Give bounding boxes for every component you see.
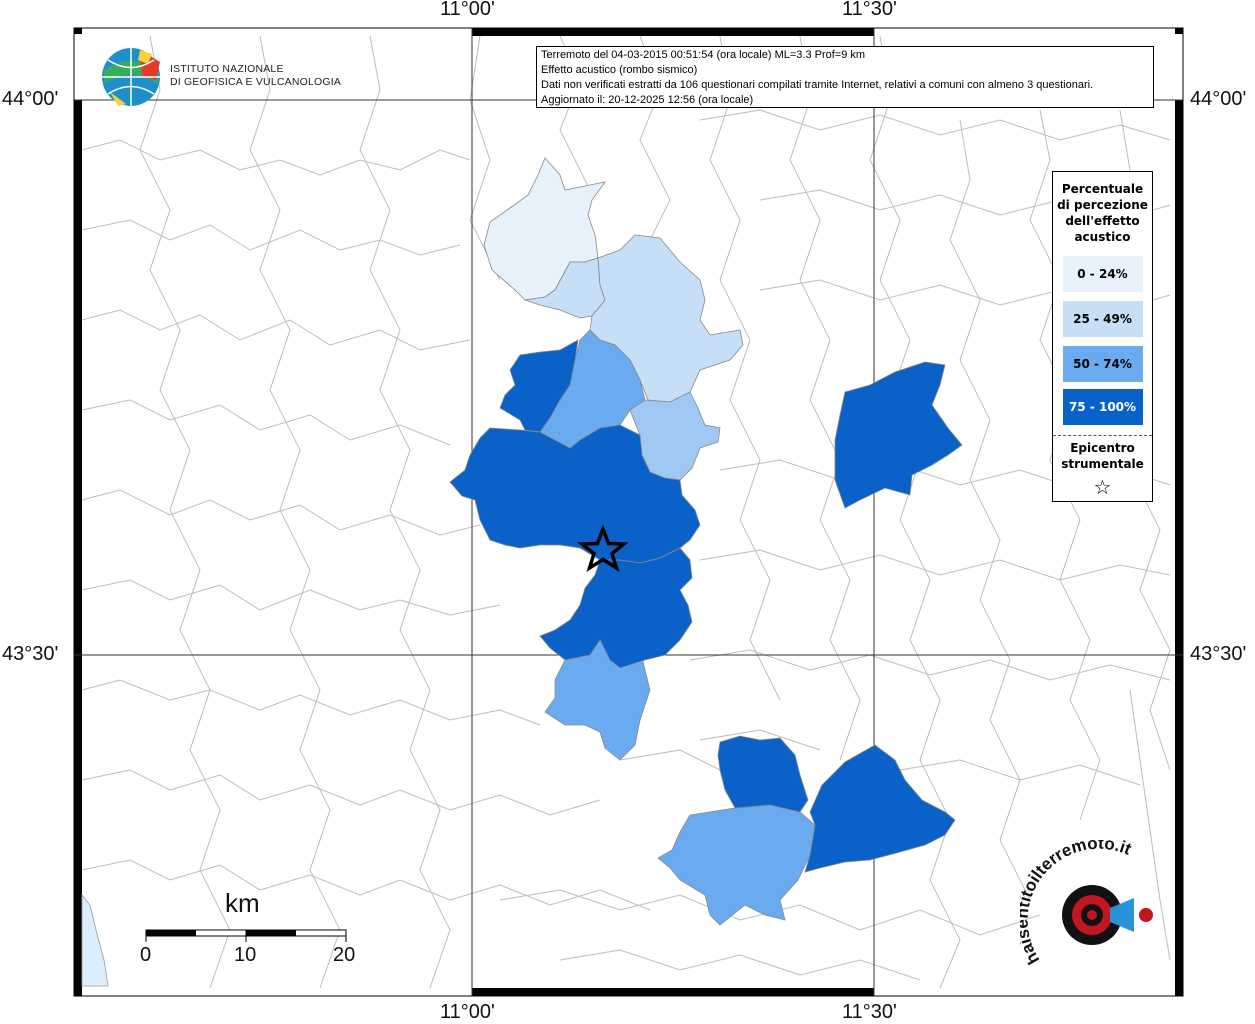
scale-unit-label: km xyxy=(225,888,260,918)
event-info-line-2: Effetto acustico (rombo sismico) xyxy=(541,64,698,76)
haisentito-text: haisentitoilterremoto.it xyxy=(1020,840,1134,968)
event-info-line-1: Terremoto del 04-03-2015 00:51:54 (ora l… xyxy=(541,49,866,61)
top-lon-label-1: 11°00' xyxy=(440,0,495,20)
event-info-line-4: Aggiornato il: 20-12-2025 12:56 (ora loc… xyxy=(541,94,754,106)
legend-title: Percentuale di percezione dell'effetto a… xyxy=(1053,181,1152,245)
svg-text:haisentitoilterremoto.it: haisentitoilterremoto.it xyxy=(1020,840,1134,968)
legend-title-line-3: dell'effetto xyxy=(1065,214,1140,228)
frame-bars xyxy=(74,28,1183,996)
scale-tick-0: 0 xyxy=(140,944,152,966)
municipality-75-100-d xyxy=(834,361,963,509)
legend-separator xyxy=(1053,435,1152,436)
municipality-75-100-e xyxy=(717,735,809,813)
legend-item-75-100: 75 - 100% xyxy=(1062,389,1143,425)
ingv-logo-icon xyxy=(102,48,160,106)
right-lat-label-2: 43°30' xyxy=(1190,643,1247,665)
institute-line-2: DI GEOFISICA E VULCANOLOGIA xyxy=(170,76,342,88)
event-info-box: Terremoto del 04-03-2015 00:51:54 (ora l… xyxy=(536,46,1154,108)
scale-bar xyxy=(145,929,347,942)
municipality-75-100-f xyxy=(804,744,956,873)
epicenter-star xyxy=(577,524,629,573)
legend-item-0-24: 0 - 24% xyxy=(1062,256,1143,292)
legend-epicenter-line-2: strumentale xyxy=(1061,457,1144,471)
left-lat-label-1: 44°00' xyxy=(2,88,59,110)
legend: Percentuale di percezione dell'effetto a… xyxy=(1052,171,1153,502)
legend-star-icon: ☆ xyxy=(1093,475,1112,499)
municipality-75-100-a xyxy=(499,339,579,433)
haisentito-logo-icon xyxy=(1062,885,1153,945)
bottom-lon-label-2: 11°30' xyxy=(842,1001,897,1023)
left-lat-label-2: 43°30' xyxy=(2,643,59,665)
legend-title-line-4: acustico xyxy=(1074,230,1131,244)
bottom-lon-label-1: 11°00' xyxy=(440,1001,495,1023)
municipality-50-74-d xyxy=(657,804,816,926)
municipality-75-100-c xyxy=(539,547,693,669)
sea-area xyxy=(81,893,109,987)
haisentito-logo-text: haisentitoilterremoto.it xyxy=(1020,840,1134,968)
municipality-polygons xyxy=(449,157,963,926)
scale-tick-10: 10 xyxy=(234,944,257,966)
top-lon-label-2: 11°30' xyxy=(842,0,897,20)
legend-title-line-2: di percezione xyxy=(1057,198,1148,212)
right-lat-label-1: 44°00' xyxy=(1190,88,1247,110)
institute-name: ISTITUTO NAZIONALE DI GEOFISICA E VULCAN… xyxy=(170,63,341,89)
institute-line-1: ISTITUTO NAZIONALE xyxy=(170,63,284,75)
legend-epicenter-line-1: Epicentro xyxy=(1070,441,1135,455)
legend-item-50-74: 50 - 74% xyxy=(1062,346,1143,382)
legend-title-line-1: Percentuale xyxy=(1061,182,1144,196)
legend-epicenter-label: Epicentro strumentale xyxy=(1053,440,1152,472)
event-info-line-3: Dati non verificati estratti da 106 ques… xyxy=(541,79,1094,91)
scale-tick-20: 20 xyxy=(333,944,356,966)
legend-item-25-49: 25 - 49% xyxy=(1062,301,1143,337)
